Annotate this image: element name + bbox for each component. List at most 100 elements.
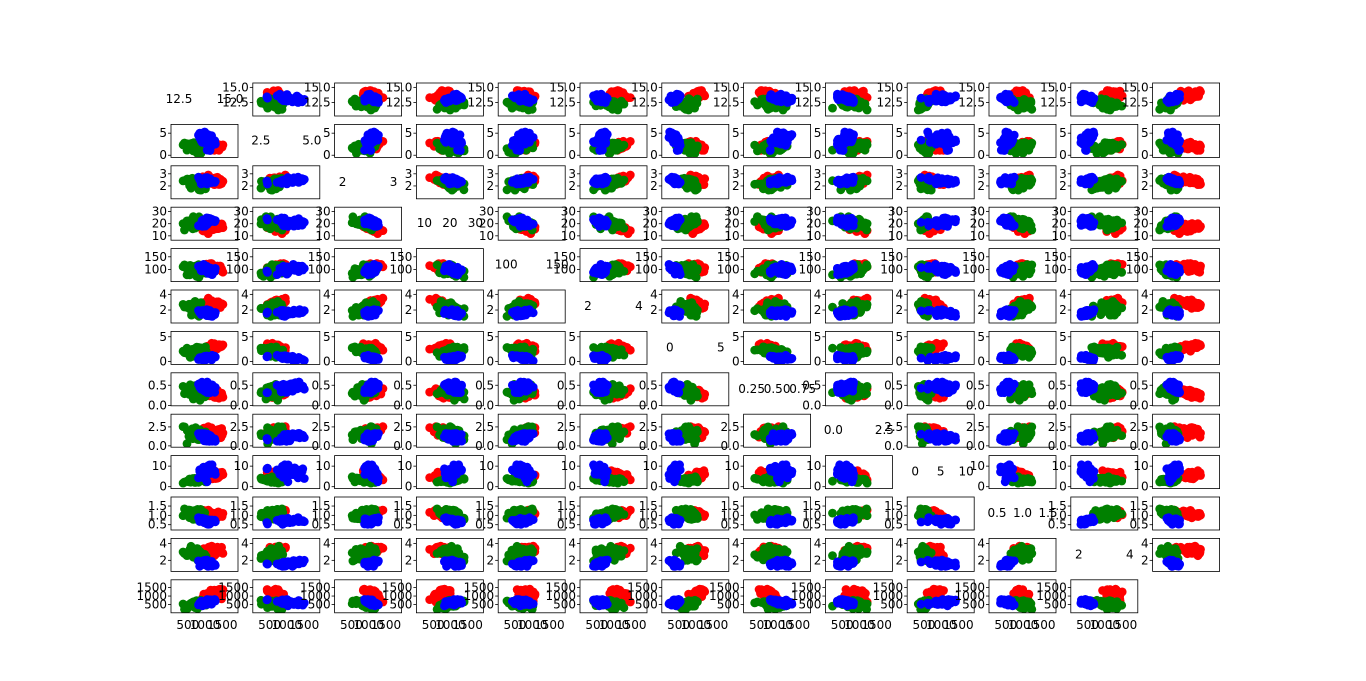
y-tick-label: 0	[650, 148, 658, 162]
y-tick-label: 15.0	[631, 80, 658, 94]
data-point	[834, 93, 843, 102]
data-point	[943, 137, 952, 146]
y-tick-label: 12.5	[958, 96, 985, 110]
panel-1-0: 05	[159, 124, 238, 162]
data-point	[1184, 92, 1193, 101]
y-tick-label: 0	[159, 148, 167, 162]
y-tick-label: 15.0	[1040, 80, 1067, 94]
panel-1-6: 05	[650, 124, 729, 162]
y-tick-label: 0	[323, 148, 331, 162]
y-tick-label: 12.5	[876, 96, 903, 110]
y-tick-label: 0	[814, 148, 822, 162]
data-point	[204, 177, 213, 186]
panel-1-10: 05	[977, 124, 1056, 162]
data-point	[997, 146, 1006, 155]
data-point	[615, 143, 624, 152]
data-point	[282, 93, 291, 102]
data-point	[1086, 95, 1095, 104]
data-point	[615, 100, 624, 109]
y-tick-label: 5	[159, 126, 167, 140]
tick-label: 3	[390, 175, 398, 189]
data-point	[1024, 100, 1033, 109]
data-point	[204, 137, 213, 146]
y-tick-label: 0	[1059, 148, 1067, 162]
y-tick-label: 5	[568, 126, 576, 140]
y-tick-label: 3	[159, 167, 167, 181]
y-tick-label: 15.0	[876, 80, 903, 94]
tick-label: 2	[339, 175, 347, 189]
data-point	[520, 133, 529, 142]
y-tick-label: 3	[405, 167, 413, 181]
data-point	[453, 146, 462, 155]
y-tick-label: 15.0	[386, 80, 413, 94]
y-tick-label: 5	[487, 126, 495, 140]
y-tick-label: 0	[568, 148, 576, 162]
y-tick-label: 15.0	[713, 80, 740, 94]
y-tick-label: 15.0	[795, 80, 822, 94]
data-point	[1000, 93, 1009, 102]
y-tick-label: 12.5	[1040, 96, 1067, 110]
data-point	[673, 93, 682, 102]
data-point	[1000, 137, 1009, 146]
data-point	[673, 137, 682, 146]
y-tick-label: 5	[814, 126, 822, 140]
y-tick-label: 12.5	[713, 96, 740, 110]
y-tick-label: 15.0	[1122, 80, 1149, 94]
data-point	[943, 93, 952, 102]
data-point	[1024, 143, 1033, 152]
data-point	[349, 98, 358, 107]
data-point	[263, 94, 272, 103]
data-point	[766, 146, 775, 155]
data-point	[592, 137, 601, 146]
data-point	[1086, 133, 1095, 142]
data-point	[1100, 142, 1109, 151]
data-point	[1175, 146, 1184, 155]
y-tick-label: 5	[650, 126, 658, 140]
data-point	[520, 95, 529, 104]
y-tick-label: 5	[323, 126, 331, 140]
data-point	[917, 136, 926, 145]
data-point	[766, 137, 775, 146]
data-point	[1172, 137, 1181, 146]
data-point	[845, 95, 854, 104]
data-point	[512, 146, 521, 155]
panel-1-11: 05	[1059, 124, 1138, 162]
y-tick-label: 12.5	[1122, 96, 1149, 110]
panel-1-8: 05	[814, 124, 893, 162]
data-point	[944, 146, 953, 155]
data-point	[425, 93, 434, 102]
data-point	[592, 93, 601, 102]
y-tick-label: 15.0	[467, 80, 494, 94]
panel-1-9: 05	[896, 124, 975, 162]
y-tick-label: 0	[896, 148, 904, 162]
data-point	[757, 144, 766, 153]
y-tick-label: 5	[1059, 126, 1067, 140]
tick-label: 5.0	[302, 133, 321, 147]
data-point	[203, 146, 212, 155]
panel-2-3: 23	[405, 166, 484, 199]
y-tick-label: 5	[896, 126, 904, 140]
y-tick-label: 2	[405, 179, 413, 193]
data-point	[1184, 139, 1193, 148]
tick-label: 12.5	[166, 92, 193, 106]
data-point	[450, 93, 459, 102]
data-point	[828, 104, 837, 113]
y-tick-label: 0	[732, 148, 740, 162]
y-tick-label: 2	[241, 179, 249, 193]
data-point	[1100, 99, 1109, 108]
data-point	[282, 177, 291, 186]
data-point	[365, 93, 374, 102]
y-tick-label: 5	[1141, 126, 1149, 140]
data-point	[365, 137, 374, 146]
data-point	[450, 137, 459, 146]
data-point	[360, 146, 369, 155]
data-point	[834, 137, 843, 146]
y-tick-label: 15.0	[304, 80, 331, 94]
y-tick-label: 0	[405, 148, 413, 162]
y-tick-label: 15.0	[222, 80, 249, 94]
data-point	[1078, 137, 1087, 146]
data-point	[349, 144, 358, 153]
data-point	[836, 146, 845, 155]
panel-1-4: 05	[487, 124, 566, 162]
